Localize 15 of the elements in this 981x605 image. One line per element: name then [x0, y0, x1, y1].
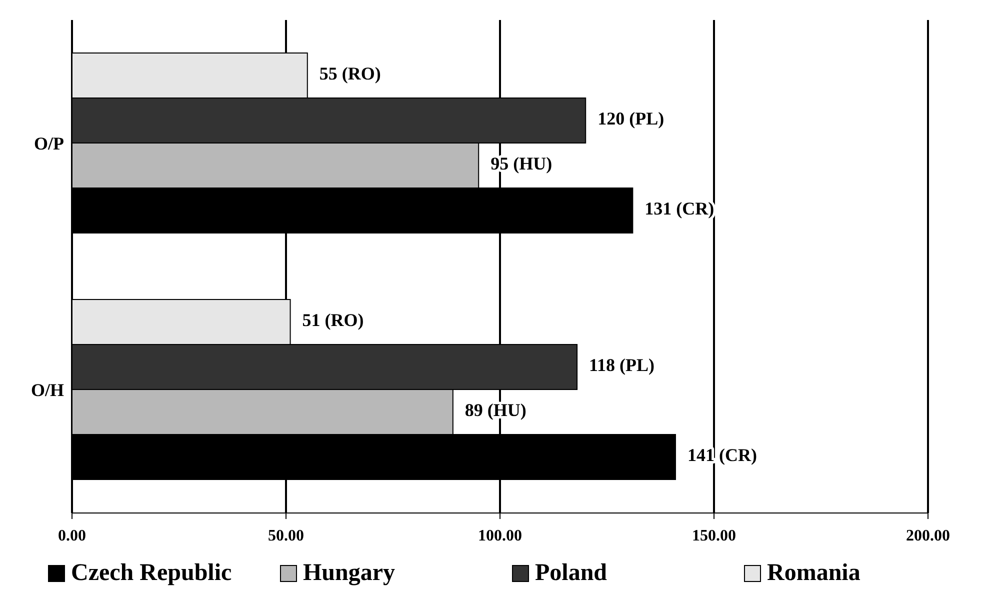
x-tick-label: 100.00	[478, 527, 522, 544]
data-label: 55 (RO)	[319, 64, 381, 84]
legend-label: Hungary	[303, 560, 396, 587]
legend-label: Czech Republic	[71, 560, 232, 587]
data-label: 120 (PL)	[598, 108, 664, 129]
legend-label: Romania	[767, 560, 860, 587]
x-tick-label: 50.00	[268, 527, 304, 544]
x-tick-label: 200.00	[906, 527, 950, 544]
x-tick-label: 0.00	[58, 527, 86, 544]
x-tick-label: 150.00	[692, 527, 736, 544]
legend-label: Poland	[535, 560, 608, 587]
data-label: 118 (PL)	[589, 355, 655, 376]
y-tick-label: O/H	[30, 380, 64, 400]
data-label: 51 (RO)	[302, 310, 364, 330]
y-tick-label: O/P	[34, 134, 64, 154]
